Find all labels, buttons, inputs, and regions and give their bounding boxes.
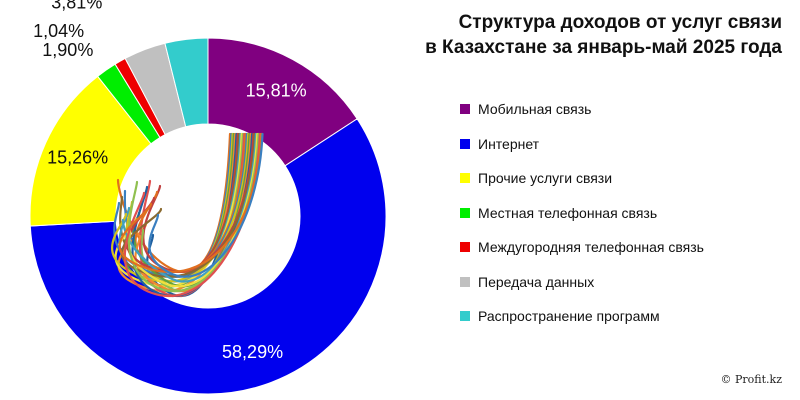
legend-label: Местная телефонная связь: [478, 204, 658, 221]
value-label-мобильная-связь: 15,81%: [246, 80, 307, 100]
legend-swatch: [460, 276, 470, 287]
cable-bundle-decoration: [111, 132, 264, 297]
value-label-прочие-услуги-связи: 15,26%: [47, 147, 108, 167]
cable-strand: [148, 132, 264, 278]
source-credit: © Profit.kz: [720, 373, 783, 386]
chart-title-line-2: в Казахстане за январь-май 2025 года: [425, 37, 782, 58]
legend-swatch: [460, 173, 470, 184]
chart-legend: Мобильная связь Интернет Прочие услуги свя…: [460, 92, 704, 334]
legend-item-мобильная-связь: Мобильная связь: [460, 92, 704, 127]
legend-swatch: [460, 311, 470, 322]
legend-item-междугородняя-телефонная-связь: Междугородняя телефонная связь: [460, 230, 704, 265]
value-label-распространение-программ: 3,89%: [178, 0, 229, 1]
legend-item-местная-телефонная-связь: Местная телефонная связь: [460, 196, 704, 231]
legend-label: Передача данных: [478, 273, 595, 290]
legend-item-распространение-программ: Распространение программ: [460, 299, 704, 334]
value-label-междугородняя-телефонная-связь: 1,04%: [33, 21, 84, 41]
cable-strand: [118, 132, 263, 274]
legend-item-прочие-услуги-связи: Прочие услуги связи: [460, 161, 704, 196]
legend-label: Мобильная связь: [478, 101, 592, 118]
legend-swatch: [460, 104, 470, 115]
legend-item-передача-данных: Передача данных: [460, 265, 704, 300]
legend-swatch: [460, 138, 470, 149]
slice-распространение-программ: [164, 37, 209, 128]
chart-title: Структура доходов от услуг связи в Казах…: [425, 10, 782, 60]
legend-label: Распространение программ: [478, 308, 660, 325]
slice-интернет: [29, 118, 387, 395]
legend-swatch: [460, 207, 470, 218]
legend-label: Прочие услуги связи: [478, 170, 613, 187]
donut-slices: [29, 37, 387, 395]
legend-label: Междугородняя телефонная связь: [478, 239, 704, 256]
value-label-интернет: 58,29%: [222, 342, 283, 362]
value-labels: 15,81% 58,29% 15,26% 1,90%1,04% 3,81% 3,89%: [33, 0, 307, 362]
value-label-передача-данных: 3,81%: [51, 0, 102, 12]
cable-strand: [120, 132, 256, 278]
legend-item-интернет: Интернет: [460, 127, 704, 162]
legend-label: Интернет: [478, 135, 540, 152]
chart-title-line-1: Структура доходов от услуг связи: [458, 12, 782, 33]
legend-swatch: [460, 242, 470, 253]
value-label-местная-телефонная-связь: 1,90%: [42, 40, 93, 60]
cable-strand: [142, 132, 239, 274]
